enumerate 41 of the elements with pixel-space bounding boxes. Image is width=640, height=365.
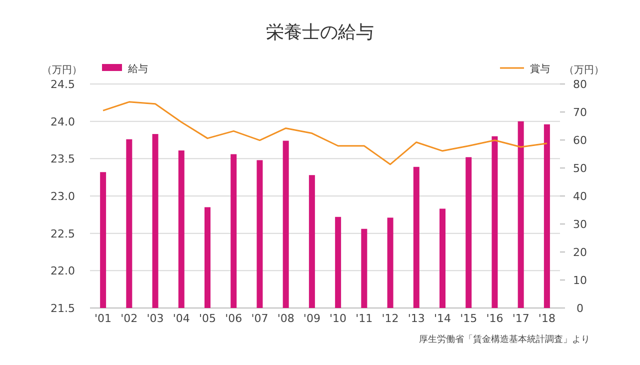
y2-tick-label: 60	[573, 134, 587, 147]
x-tick-label: '17	[512, 312, 530, 325]
y2-tick-label: 30	[573, 218, 587, 231]
text: 厚生労働省「賃金構造基本統計調査」より	[419, 334, 590, 345]
x-tick-label: '15	[460, 312, 478, 325]
y-tick-label: 22.0	[50, 264, 75, 278]
y2-tick-label: 50	[573, 162, 587, 175]
y2-tick-label: 40	[573, 190, 587, 203]
x-tick-label: '06	[225, 312, 242, 325]
y2-tick-label: 20	[573, 246, 587, 259]
y2-tick-label: 0	[576, 302, 584, 315]
x-tick-label: '07	[251, 312, 268, 325]
legend-label: 賞与	[530, 63, 550, 75]
y-tick-label: 23.5	[50, 152, 75, 166]
y-tick-label: 22.5	[50, 227, 75, 240]
line-series	[102, 101, 548, 166]
x-tick-label: '11	[356, 312, 373, 325]
x-tick-label: '01	[94, 312, 112, 325]
x-tick-label: '18	[538, 312, 556, 325]
y2-tick-label: 10	[573, 274, 587, 287]
y2-tick-label: 80	[573, 78, 587, 91]
y-tick-label: 21.5	[50, 302, 75, 315]
x-tick-label: '02	[120, 312, 138, 325]
y-axis-title: （万円）	[42, 65, 82, 76]
x-tick-label: '09	[303, 312, 320, 325]
x-tick-label: '03	[146, 312, 164, 325]
x-tick-label: '13	[408, 312, 425, 325]
x-tick-label: '14	[434, 312, 452, 325]
y-tick-label: 24.5	[50, 78, 75, 91]
x-tick-label: '04	[172, 312, 190, 325]
y-tick-label: 23.0	[50, 190, 75, 203]
x-tick-label: '12	[382, 312, 399, 325]
y2-tick-label: 70	[573, 106, 587, 119]
x-tick-label: '10	[330, 312, 347, 325]
x-tick-label: '08	[277, 312, 294, 325]
y2-axis-title: （万円）	[564, 65, 604, 76]
chart-title: 栄養士の給与	[266, 22, 374, 43]
y-tick-label: 24.0	[50, 115, 75, 128]
x-tick-label: '16	[486, 312, 504, 325]
x-tick-label: '05	[198, 312, 216, 325]
legend-label: 給与	[127, 63, 148, 75]
